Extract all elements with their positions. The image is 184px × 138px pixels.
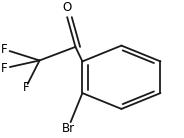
Text: F: F — [1, 43, 8, 56]
Text: F: F — [22, 81, 29, 94]
Text: F: F — [1, 62, 8, 75]
Text: O: O — [63, 1, 72, 14]
Text: Br: Br — [61, 122, 75, 135]
